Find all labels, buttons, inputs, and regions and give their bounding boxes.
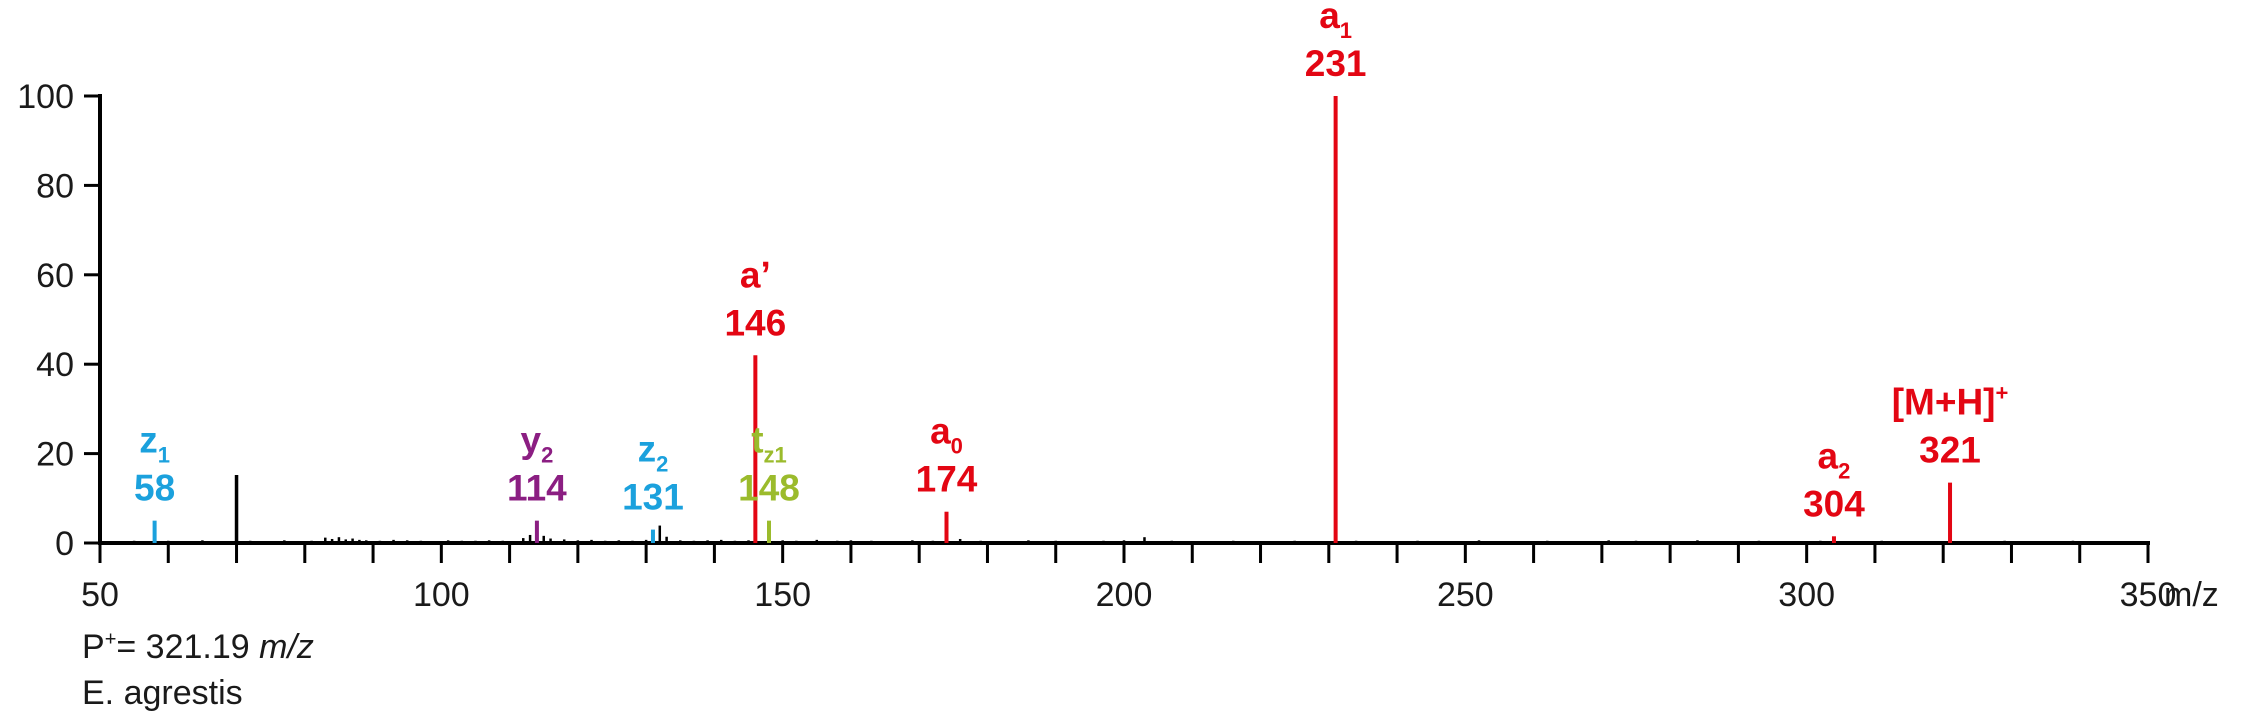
precursor-line: P+= 321.19 m/z	[82, 628, 314, 667]
precursor-charge: +	[104, 628, 117, 651]
y-tick-label: 100	[17, 78, 74, 116]
peak-ion-label: z2	[638, 429, 669, 477]
peak-mz-label: 174	[916, 459, 978, 500]
peak-mz-label: 58	[134, 468, 175, 509]
precursor-prefix: P	[82, 628, 105, 666]
x-tick-label: 300	[1778, 576, 1835, 614]
x-tick-label: 200	[1096, 576, 1153, 614]
y-tick-label: 40	[36, 346, 74, 384]
peak-mz-label: 231	[1305, 43, 1367, 84]
peak-ion-label: a2	[1818, 435, 1851, 483]
y-tick-label: 0	[55, 525, 74, 563]
y-tick-label: 60	[36, 257, 74, 295]
y-tick-label: 20	[36, 436, 74, 474]
peak-mz-label: 146	[724, 302, 786, 343]
x-axis-label: m/z	[2164, 576, 2219, 614]
precursor-unit: m/z	[259, 628, 314, 666]
peak-mz-label: 131	[622, 477, 684, 518]
x-tick-label: 100	[413, 576, 470, 614]
peak-ion-label: a0	[930, 411, 963, 459]
peak-ion-label: tz1	[751, 420, 787, 468]
peak-ion-label: z1	[139, 420, 170, 468]
peak-ion-label: y2	[520, 420, 553, 468]
peak-ion-label: [M+H]+	[1892, 381, 2009, 423]
x-tick-label: 250	[1437, 576, 1494, 614]
x-tick-label: 350	[2120, 576, 2177, 614]
x-tick-label: 150	[754, 576, 811, 614]
peak-mz-label: 148	[738, 468, 800, 509]
species-name: E. agrestis	[82, 674, 243, 712]
precursor-value: = 321.19	[116, 628, 250, 666]
peak-mz-label: 114	[507, 468, 567, 509]
y-tick-label: 80	[36, 167, 74, 205]
x-tick-label: 50	[81, 576, 119, 614]
peak-ion-label: a1	[1319, 0, 1352, 43]
peak-mz-label: 321	[1919, 430, 1981, 471]
peak-mz-label: 304	[1803, 483, 1865, 524]
peak-ion-label: a’	[740, 254, 771, 295]
